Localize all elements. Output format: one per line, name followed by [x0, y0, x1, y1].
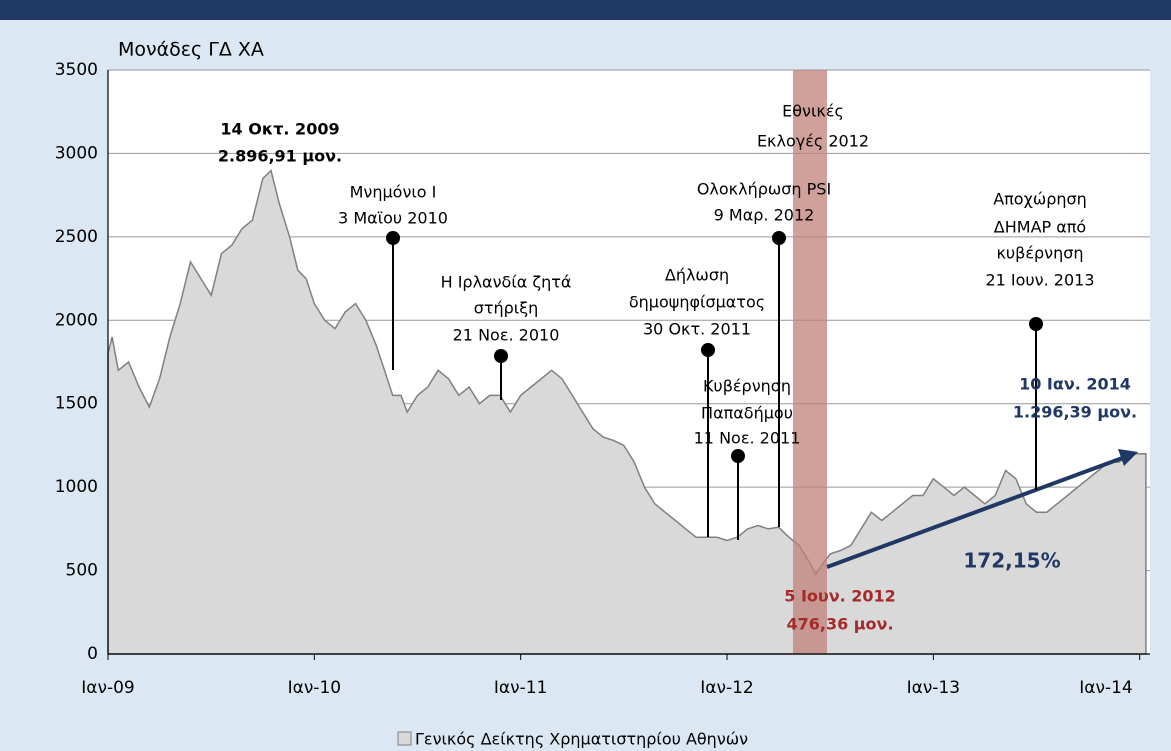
annotation: ΔΗΜΑΡ από	[994, 218, 1086, 237]
x-tick-label: Ιαν-10	[288, 678, 341, 698]
annotation: 9 Μαρ. 2012	[714, 206, 815, 225]
annotation: 11 Νοε. 2011	[694, 429, 801, 448]
x-tick-label: Ιαν-09	[81, 678, 134, 698]
annotation: 21 Νοε. 2010	[453, 326, 560, 345]
pin-dot	[1029, 317, 1043, 331]
x-tick-label: Ιαν-13	[907, 678, 960, 698]
annotation: δημοψηφίσματος	[629, 293, 765, 312]
y-tick-label: 2000	[55, 310, 98, 330]
header-bar	[0, 0, 1171, 20]
annotation: 2.896,91 μον.	[218, 147, 342, 166]
y-tick-label: 3000	[55, 143, 98, 163]
annotation: 476,36 μον.	[786, 615, 893, 634]
annotation: 1.296,39 μον.	[1013, 403, 1137, 422]
annotation: Εκλογές 2012	[757, 132, 869, 151]
annotation: Δήλωση	[665, 266, 729, 285]
annotation: Εθνικές	[782, 102, 844, 121]
annotation: Αποχώρηση	[993, 190, 1087, 209]
pin-dot	[494, 349, 508, 363]
pin-dot	[731, 449, 745, 463]
trend-arrow	[826, 455, 1126, 569]
pin-dot	[701, 343, 715, 357]
y-tick-label: 500	[66, 561, 98, 581]
y-tick-label: 2500	[55, 227, 98, 247]
annotation: 10 Ιαν. 2014	[1019, 375, 1131, 394]
annotation: 21 Ιουν. 2013	[985, 271, 1094, 290]
annotation: 3 Μαϊου 2010	[338, 209, 448, 228]
x-tick-label: Ιαν-14	[1079, 678, 1132, 698]
trend-arrowhead	[1118, 449, 1138, 466]
annotation: κυβέρνηση	[996, 244, 1083, 263]
y-tick-label: 1000	[55, 477, 98, 497]
legend-label: Γενικός Δείκτης Χρηματιστηρίου Αθηνών	[415, 730, 748, 749]
annotation: Μνημόνιο Ι	[350, 183, 437, 202]
annotation: Ολοκλήρωση PSI	[697, 180, 831, 199]
pin-dot	[386, 231, 400, 245]
x-tick-label: Ιαν-11	[494, 678, 547, 698]
annotation: Η Ιρλανδία ζητά	[441, 273, 572, 292]
y-tick-label: 3500	[55, 60, 98, 80]
x-tick-label: Ιαν-12	[700, 678, 753, 698]
annotation: 30 Οκτ. 2011	[643, 320, 751, 339]
y-tick-label: 1500	[55, 394, 98, 414]
pin-dot	[772, 231, 786, 245]
annotation: στήριξη	[474, 299, 539, 318]
area	[107, 169, 1147, 655]
y-axis-label: Μονάδες ΓΔ ΧΑ	[118, 39, 264, 61]
annotation: 172,15%	[963, 549, 1060, 573]
legend-swatch	[397, 731, 412, 746]
y-tick-label: 0	[87, 644, 98, 664]
annotation: Κυβέρνηση	[703, 377, 791, 396]
election-band	[793, 70, 827, 654]
annotation: 14 Οκτ. 2009	[220, 120, 339, 139]
annotation: Παπαδήμου	[701, 404, 793, 423]
annotation: 5 Ιουν. 2012	[784, 587, 896, 606]
